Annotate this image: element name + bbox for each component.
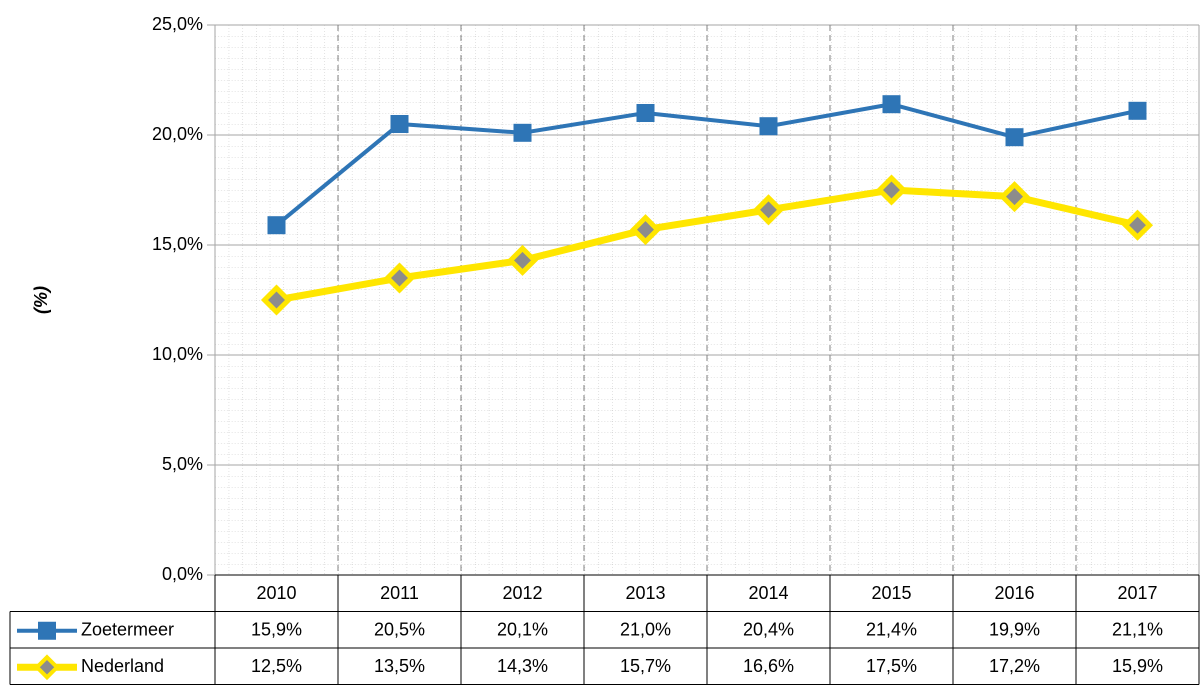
marker xyxy=(513,123,532,142)
marker xyxy=(636,104,655,122)
y-tick-label: 25,0% xyxy=(152,14,203,34)
marker xyxy=(1005,128,1024,147)
marker xyxy=(1121,209,1154,241)
marker xyxy=(759,117,778,136)
table-value: 21,4% xyxy=(866,620,917,640)
table-value: 13,5% xyxy=(374,656,425,676)
y-axis-label: (%) xyxy=(31,286,51,314)
table-value: 15,9% xyxy=(251,620,302,640)
table-value: 16,6% xyxy=(743,656,794,676)
legend-label: Nederland xyxy=(81,656,164,676)
table-value: 21,1% xyxy=(1112,620,1163,640)
x-tick-label: 2010 xyxy=(256,583,296,603)
y-tick-label: 15,0% xyxy=(152,234,203,254)
series-line xyxy=(275,102,1138,227)
x-tick-label: 2015 xyxy=(871,583,911,603)
marker xyxy=(390,115,409,133)
table-value: 20,4% xyxy=(743,620,794,640)
x-tick-label: 2012 xyxy=(502,583,542,603)
table-value: 20,1% xyxy=(497,620,548,640)
table-value: 19,9% xyxy=(989,620,1040,640)
legend-marker xyxy=(34,654,60,681)
x-tick-label: 2014 xyxy=(748,583,788,603)
marker xyxy=(875,174,908,206)
marker xyxy=(383,262,416,294)
x-tick-label: 2016 xyxy=(994,583,1034,603)
x-tick-label: 2011 xyxy=(380,583,419,603)
marker xyxy=(506,244,539,276)
table-value: 14,3% xyxy=(497,656,548,676)
marker xyxy=(267,216,286,235)
marker xyxy=(998,181,1031,213)
marker xyxy=(752,194,785,226)
series-line xyxy=(275,186,1139,304)
table-value: 15,7% xyxy=(620,656,671,676)
table-value: 15,9% xyxy=(1112,656,1163,676)
table-value: 20,5% xyxy=(374,620,425,640)
marker xyxy=(882,95,901,114)
y-tick-label: 20,0% xyxy=(152,124,203,144)
y-tick-label: 10,0% xyxy=(152,344,203,364)
marker xyxy=(260,284,293,316)
table-value: 17,2% xyxy=(989,656,1040,676)
x-tick-label: 2013 xyxy=(625,583,665,603)
y-tick-label: 0,0% xyxy=(162,564,203,584)
table-value: 17,5% xyxy=(866,656,917,676)
x-tick-label: 2017 xyxy=(1117,583,1157,603)
marker xyxy=(1128,101,1147,120)
y-tick-label: 5,0% xyxy=(162,454,203,474)
table-value: 12,5% xyxy=(251,656,302,676)
legend-marker xyxy=(38,621,56,640)
table-value: 21,0% xyxy=(620,620,671,640)
marker xyxy=(629,214,662,246)
legend-label: Zoetermeer xyxy=(81,620,174,640)
